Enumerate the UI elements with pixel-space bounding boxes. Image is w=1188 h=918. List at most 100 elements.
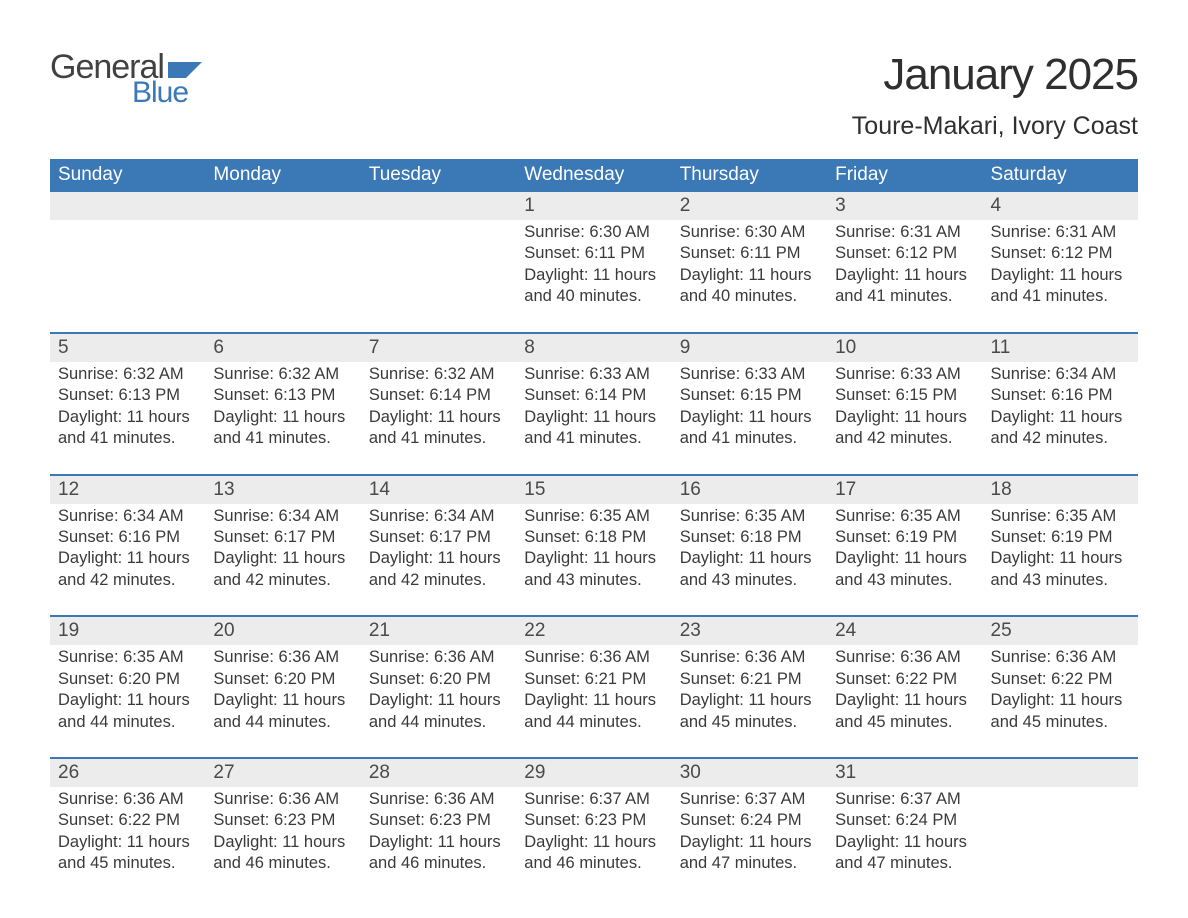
day-number: 2 [680, 195, 691, 216]
day-number-cell: 12 [50, 476, 205, 504]
day-number: 25 [991, 620, 1012, 641]
day-number-cell: 7 [361, 334, 516, 362]
day-number-cell: 13 [205, 476, 360, 504]
day-cell [361, 220, 516, 308]
day-number-cell: 4 [983, 192, 1138, 220]
day-number-cell: 20 [205, 617, 360, 645]
page-header: General Blue January 2025 Toure-Makari, … [50, 50, 1138, 141]
day-number-cell [205, 192, 360, 220]
day-details: Sunrise: 6:36 AMSunset: 6:21 PMDaylight:… [524, 645, 665, 733]
day-number: 4 [991, 195, 1002, 216]
dow-monday: Monday [205, 159, 360, 192]
day-number: 29 [524, 762, 545, 783]
day-number-cell: 27 [205, 759, 360, 787]
dow-wednesday: Wednesday [516, 159, 671, 192]
day-number: 21 [369, 620, 390, 641]
day-details: Sunrise: 6:34 AMSunset: 6:17 PMDaylight:… [369, 504, 510, 592]
day-cell: Sunrise: 6:36 AMSunset: 6:20 PMDaylight:… [361, 645, 516, 733]
month-title: January 2025 [852, 50, 1138, 100]
day-cell: Sunrise: 6:36 AMSunset: 6:22 PMDaylight:… [827, 645, 982, 733]
day-details: Sunrise: 6:30 AMSunset: 6:11 PMDaylight:… [680, 220, 821, 308]
calendar-body: 1234Sunrise: 6:30 AMSunset: 6:11 PMDayli… [50, 192, 1138, 875]
day-number: 1 [524, 195, 535, 216]
day-details: Sunrise: 6:36 AMSunset: 6:23 PMDaylight:… [213, 787, 354, 875]
day-number: 3 [835, 195, 846, 216]
day-details: Sunrise: 6:36 AMSunset: 6:22 PMDaylight:… [991, 645, 1132, 733]
day-cell [983, 787, 1138, 875]
day-cell: Sunrise: 6:34 AMSunset: 6:17 PMDaylight:… [361, 504, 516, 592]
day-number: 5 [58, 337, 69, 358]
day-details: Sunrise: 6:36 AMSunset: 6:21 PMDaylight:… [680, 645, 821, 733]
day-number-cell [361, 192, 516, 220]
day-cell: Sunrise: 6:34 AMSunset: 6:17 PMDaylight:… [205, 504, 360, 592]
day-details: Sunrise: 6:37 AMSunset: 6:23 PMDaylight:… [524, 787, 665, 875]
day-details: Sunrise: 6:32 AMSunset: 6:14 PMDaylight:… [369, 362, 510, 450]
day-details: Sunrise: 6:33 AMSunset: 6:14 PMDaylight:… [524, 362, 665, 450]
day-cell: Sunrise: 6:34 AMSunset: 6:16 PMDaylight:… [983, 362, 1138, 450]
day-number: 24 [835, 620, 856, 641]
day-number: 12 [58, 479, 79, 500]
day-number-cell: 23 [672, 617, 827, 645]
week-row: Sunrise: 6:36 AMSunset: 6:22 PMDaylight:… [50, 787, 1138, 875]
day-details: Sunrise: 6:36 AMSunset: 6:23 PMDaylight:… [369, 787, 510, 875]
week-daynum-bar: 1 2 3 4 [50, 192, 1138, 220]
day-number: 30 [680, 762, 701, 783]
day-number: 15 [524, 479, 545, 500]
day-number-cell: 19 [50, 617, 205, 645]
day-details: Sunrise: 6:35 AMSunset: 6:19 PMDaylight:… [835, 504, 976, 592]
day-cell: Sunrise: 6:35 AMSunset: 6:19 PMDaylight:… [983, 504, 1138, 592]
day-number-cell: 3 [827, 192, 982, 220]
day-cell: Sunrise: 6:32 AMSunset: 6:13 PMDaylight:… [205, 362, 360, 450]
day-number-cell: 15 [516, 476, 671, 504]
day-cell: Sunrise: 6:35 AMSunset: 6:19 PMDaylight:… [827, 504, 982, 592]
day-number-cell: 24 [827, 617, 982, 645]
day-number-cell: 30 [672, 759, 827, 787]
day-number-cell: 22 [516, 617, 671, 645]
day-cell: Sunrise: 6:34 AMSunset: 6:16 PMDaylight:… [50, 504, 205, 592]
day-number: 11 [991, 337, 1011, 358]
week-daynum-bar: 567891011 [50, 334, 1138, 362]
day-number: 13 [213, 479, 234, 500]
title-block: January 2025 Toure-Makari, Ivory Coast [852, 50, 1138, 141]
day-details: Sunrise: 6:30 AMSunset: 6:11 PMDaylight:… [524, 220, 665, 308]
day-cell [50, 220, 205, 308]
day-cell: Sunrise: 6:31 AMSunset: 6:12 PMDaylight:… [983, 220, 1138, 308]
day-number: 17 [835, 479, 856, 500]
week-daynum-bar: 26 2728 29 30 31 [50, 759, 1138, 787]
day-number-cell [983, 759, 1138, 787]
dow-tuesday: Tuesday [361, 159, 516, 192]
day-number: 10 [835, 337, 856, 358]
day-number-cell: 25 [983, 617, 1138, 645]
day-details: Sunrise: 6:35 AMSunset: 6:20 PMDaylight:… [58, 645, 199, 733]
day-cell: Sunrise: 6:30 AMSunset: 6:11 PMDaylight:… [672, 220, 827, 308]
day-number: 6 [213, 337, 224, 358]
day-number-cell: 11 [983, 334, 1138, 362]
day-details: Sunrise: 6:36 AMSunset: 6:22 PMDaylight:… [58, 787, 199, 875]
dow-saturday: Saturday [983, 159, 1138, 192]
day-number-cell: 17 [827, 476, 982, 504]
day-number: 8 [524, 337, 535, 358]
day-cell: Sunrise: 6:36 AMSunset: 6:23 PMDaylight:… [205, 787, 360, 875]
day-cell: Sunrise: 6:35 AMSunset: 6:18 PMDaylight:… [516, 504, 671, 592]
day-details: Sunrise: 6:34 AMSunset: 6:16 PMDaylight:… [58, 504, 199, 592]
week-row: Sunrise: 6:32 AMSunset: 6:13 PMDaylight:… [50, 362, 1138, 450]
week-row: Sunrise: 6:35 AMSunset: 6:20 PMDaylight:… [50, 645, 1138, 733]
day-cell: Sunrise: 6:31 AMSunset: 6:12 PMDaylight:… [827, 220, 982, 308]
day-cell: Sunrise: 6:33 AMSunset: 6:15 PMDaylight:… [827, 362, 982, 450]
day-number-cell: 31 [827, 759, 982, 787]
day-number: 26 [58, 762, 79, 783]
day-details: Sunrise: 6:37 AMSunset: 6:24 PMDaylight:… [835, 787, 976, 875]
dow-friday: Friday [827, 159, 982, 192]
day-number-cell: 28 [361, 759, 516, 787]
week-row: Sunrise: 6:30 AMSunset: 6:11 PMDaylight:… [50, 220, 1138, 308]
week-row: Sunrise: 6:34 AMSunset: 6:16 PMDaylight:… [50, 504, 1138, 592]
day-number-cell: 16 [672, 476, 827, 504]
day-details: Sunrise: 6:35 AMSunset: 6:19 PMDaylight:… [991, 504, 1132, 592]
calendar: SundayMondayTuesdayWednesdayThursdayFrid… [50, 159, 1138, 875]
day-details: Sunrise: 6:36 AMSunset: 6:20 PMDaylight:… [213, 645, 354, 733]
day-cell: Sunrise: 6:32 AMSunset: 6:13 PMDaylight:… [50, 362, 205, 450]
day-number-cell: 18 [983, 476, 1138, 504]
day-details: Sunrise: 6:33 AMSunset: 6:15 PMDaylight:… [680, 362, 821, 450]
day-cell: Sunrise: 6:37 AMSunset: 6:24 PMDaylight:… [827, 787, 982, 875]
day-number: 23 [680, 620, 701, 641]
